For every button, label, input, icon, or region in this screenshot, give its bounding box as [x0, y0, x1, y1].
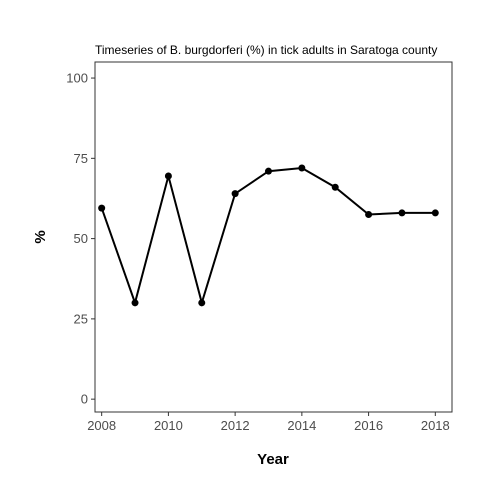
plot-panel — [95, 62, 452, 412]
x-tick-label: 2018 — [421, 418, 450, 433]
data-point — [98, 205, 105, 212]
x-tick-label: 2008 — [87, 418, 116, 433]
data-points — [98, 164, 439, 306]
data-point — [365, 211, 372, 218]
y-tick-label: 0 — [81, 392, 88, 407]
x-axis: 2008 2010 2012 2014 2016 2018 — [87, 412, 450, 433]
data-point — [432, 209, 439, 216]
x-tick-label: 2010 — [154, 418, 183, 433]
chart-title: Timeseries of B. burgdorferi (%) in tick… — [95, 43, 437, 57]
data-point — [332, 184, 339, 191]
data-point — [398, 209, 405, 216]
data-point — [232, 190, 239, 197]
x-axis-title: Year — [257, 451, 289, 468]
data-point — [165, 172, 172, 179]
data-point — [298, 164, 305, 171]
y-tick-label: 100 — [66, 71, 88, 86]
x-tick-label: 2016 — [354, 418, 383, 433]
y-tick-label: 75 — [74, 151, 88, 166]
data-point — [198, 299, 205, 306]
y-tick-label: 25 — [74, 311, 88, 326]
data-point — [265, 168, 272, 175]
x-tick-label: 2014 — [287, 418, 316, 433]
x-tick-label: 2012 — [221, 418, 250, 433]
series-line — [102, 168, 436, 303]
y-tick-label: 50 — [74, 231, 88, 246]
y-axis-title: % — [32, 230, 49, 243]
data-point — [132, 299, 139, 306]
y-axis: 0 25 50 75 100 — [66, 71, 95, 407]
